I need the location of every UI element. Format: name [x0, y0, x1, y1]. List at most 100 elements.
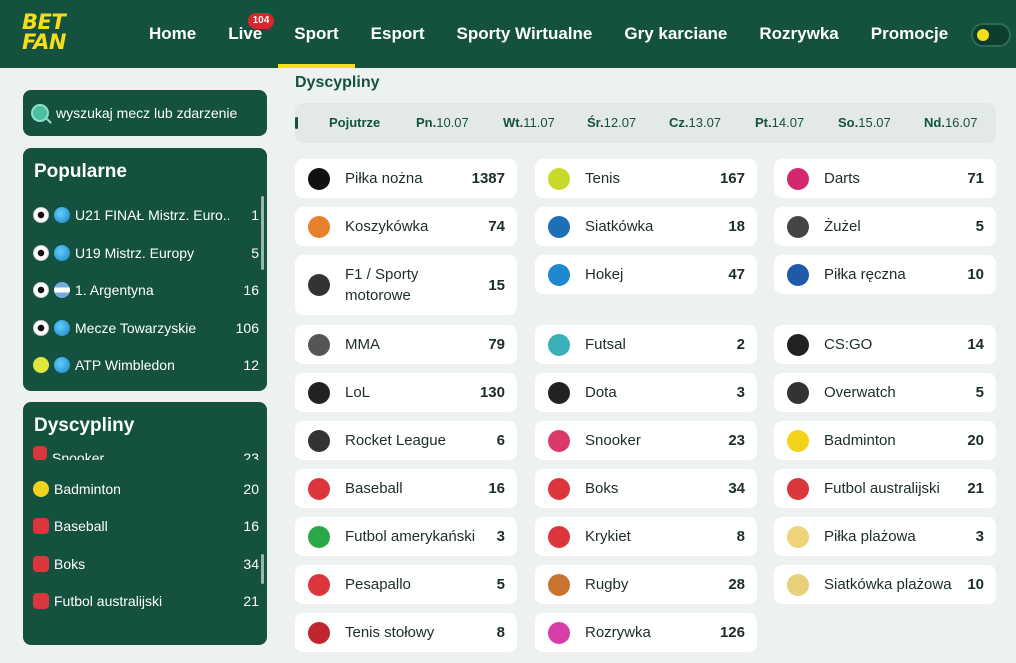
date-filter-bar: Pojutrze Pn.10.07 Wt.11.07 Śr.12.07 Cz.13.07…: [295, 103, 996, 143]
sport-card[interactable]: Futsal 2: [535, 325, 757, 364]
date-tab[interactable]: Cz.13.07: [669, 115, 722, 130]
list-item[interactable]: Boks 34: [33, 545, 259, 583]
sport-name: Rocket League: [345, 432, 446, 449]
sport-count: 126: [719, 624, 745, 641]
sport-card[interactable]: F1 / Sporty motorowe 15: [295, 255, 517, 315]
globe-icon: [54, 357, 70, 373]
sport-card[interactable]: Tenis 167: [535, 159, 757, 198]
sport-card[interactable]: Rozrywka 126: [535, 613, 757, 652]
disciplines-scrollbar[interactable]: [261, 554, 264, 584]
rocket-league-icon: [308, 429, 330, 452]
sport-card[interactable]: Koszykówka 74: [295, 207, 517, 246]
date-tab[interactable]: Wt.11.07: [503, 115, 555, 130]
sport-card[interactable]: Hokej 47: [535, 255, 757, 294]
date-tab[interactable]: Pt.14.07: [755, 115, 805, 130]
sport-card[interactable]: Darts 71: [774, 159, 996, 198]
sport-card[interactable]: MMA 79: [295, 325, 517, 364]
popular-item[interactable]: Mecze Towarzyskie 106: [33, 309, 259, 347]
date-tab[interactable]: Śr.12.07: [587, 115, 637, 130]
sport-name: Boks: [585, 480, 619, 497]
globe-icon: [54, 245, 70, 261]
sport-card[interactable]: Piłka plażowa 3: [774, 517, 996, 556]
nav-virtual-sports[interactable]: Sporty Wirtualne: [456, 24, 593, 43]
nav-sport[interactable]: Sport: [278, 0, 355, 68]
sport-card[interactable]: Futbol amerykański 3: [295, 517, 517, 556]
cricket-icon: [548, 525, 570, 548]
popular-item[interactable]: U21 FINAŁ Mistrz. Euro... 1: [33, 196, 259, 234]
sport-card[interactable]: Overwatch 5: [774, 373, 996, 412]
sport-count: 130: [479, 384, 505, 401]
list-item[interactable]: Baseball 16: [33, 507, 259, 545]
tennis-ball-icon: [548, 167, 570, 190]
sport-card[interactable]: Dota 3: [535, 373, 757, 412]
sport-card[interactable]: Futbol australijski 21: [774, 469, 996, 508]
sport-card[interactable]: Krykiet 8: [535, 517, 757, 556]
sport-card[interactable]: Siatkówka plażowa 10: [774, 565, 996, 604]
sport-card[interactable]: Żużel 5: [774, 207, 996, 246]
sport-card[interactable]: Rocket League 6: [295, 421, 517, 460]
betfan-logo[interactable]: BET FAN: [22, 12, 82, 58]
date-tab[interactable]: Pn.10.07: [416, 115, 469, 130]
date-tab[interactable]: So.15.07: [838, 115, 891, 130]
list-item[interactable]: Badminton 20: [33, 470, 259, 508]
nav-home[interactable]: Home: [149, 24, 197, 43]
sport-name: Krykiet: [585, 528, 631, 545]
baseball-icon: [33, 518, 49, 534]
sport-card[interactable]: Baseball 16: [295, 469, 517, 508]
theme-toggle[interactable]: [971, 23, 1011, 47]
sport-count: 5: [496, 576, 505, 593]
search-placeholder: wyszukaj mecz lub zdarzenie: [56, 105, 238, 121]
nav-card-games[interactable]: Gry karciane: [624, 24, 728, 43]
popular-item[interactable]: 1. Argentyna 16: [33, 271, 259, 309]
sport-count: 10: [967, 576, 984, 593]
nav-promotions[interactable]: Promocje: [870, 24, 949, 43]
sport-card[interactable]: Badminton 20: [774, 421, 996, 460]
live-count-badge: 104: [247, 13, 275, 29]
sport-card[interactable]: Snooker 23: [535, 421, 757, 460]
sport-name: Hokej: [585, 266, 624, 283]
darts-icon: [787, 167, 809, 190]
sport-count: 34: [728, 480, 745, 497]
sport-card[interactable]: Piłka nożna 1387: [295, 159, 517, 198]
sport-count: 15: [488, 276, 505, 294]
globe-icon: [54, 207, 70, 223]
dota-icon: [548, 381, 570, 404]
popular-scrollbar[interactable]: [261, 196, 264, 270]
nav-esport[interactable]: Esport: [370, 24, 425, 43]
motorsport-icon: [308, 274, 330, 296]
sport-count: 23: [728, 432, 745, 449]
sport-card[interactable]: CS:GO 14: [774, 325, 996, 364]
date-tab[interactable]: Nd.16.07: [924, 115, 978, 130]
sport-name: Tenis stołowy: [345, 624, 435, 641]
soccer-ball-icon: [33, 207, 49, 223]
list-item[interactable]: Snooker 23: [33, 446, 259, 460]
popular-item[interactable]: ATP Wimbledon 12: [33, 346, 259, 384]
sport-card[interactable]: Pesapallo 5: [295, 565, 517, 604]
hockey-icon: [548, 263, 570, 286]
sport-card[interactable]: LoL 130: [295, 373, 517, 412]
date-tab[interactable]: Pojutrze: [329, 115, 381, 130]
sport-name: Baseball: [345, 480, 403, 497]
sport-card[interactable]: Rugby 28: [535, 565, 757, 604]
sidebar-disciplines-panel: Dyscypliny Snooker 23 Badminton 20 Baseb…: [23, 402, 267, 645]
nav-entertainment[interactable]: Rozrywka: [759, 24, 839, 43]
logo-line-1: BET: [22, 10, 66, 34]
sidebar-disciplines-title: Dyscypliny: [34, 415, 135, 436]
list-item[interactable]: Futbol australijski 21: [33, 582, 259, 620]
sport-count: 10: [967, 266, 984, 283]
sport-card[interactable]: Piłka ręczna 10: [774, 255, 996, 294]
date-scroll-edge: [295, 117, 298, 129]
sport-card[interactable]: Tenis stołowy 8: [295, 613, 517, 652]
sport-count: 3: [975, 528, 984, 545]
sport-name: Pesapallo: [345, 576, 411, 593]
search-input[interactable]: wyszukaj mecz lub zdarzenie: [23, 90, 267, 136]
futsal-icon: [548, 333, 570, 356]
badminton-icon: [33, 481, 49, 497]
sport-card[interactable]: Boks 34: [535, 469, 757, 508]
sport-count: 5: [975, 218, 984, 235]
australian-football-icon: [33, 593, 49, 609]
soccer-ball-icon: [33, 245, 49, 261]
sport-card[interactable]: Siatkówka 18: [535, 207, 757, 246]
popular-item[interactable]: U19 Mistrz. Europy 5: [33, 234, 259, 272]
nav-live[interactable]: Live 104: [212, 0, 278, 68]
